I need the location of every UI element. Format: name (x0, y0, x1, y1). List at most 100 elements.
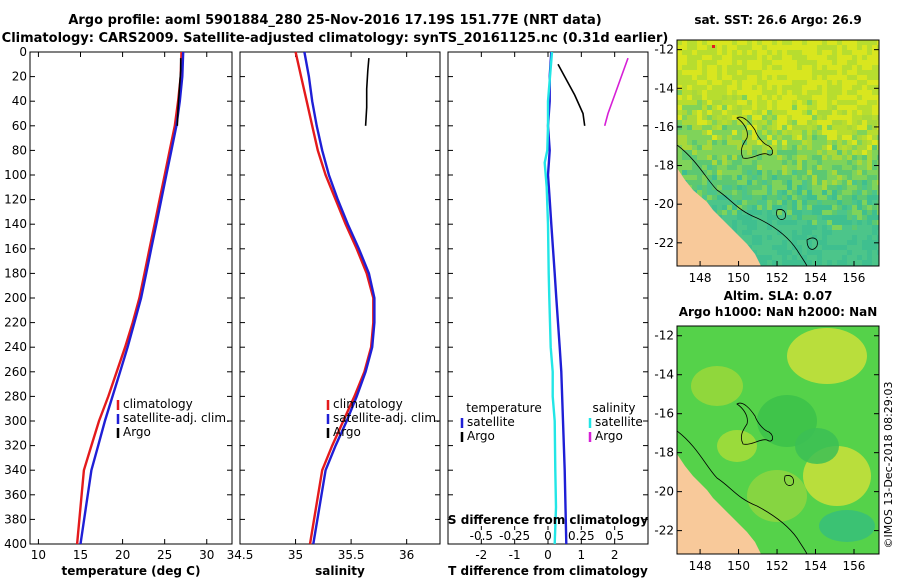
sst-cell (772, 95, 777, 100)
sst-cell (767, 65, 772, 70)
sst-cell (772, 205, 777, 210)
s-diff-tick-label: -0.25 (499, 529, 530, 543)
sst-cell (822, 75, 827, 80)
sst-cell (847, 240, 852, 245)
sla-reef-outline (736, 402, 773, 445)
sst-cell (712, 90, 717, 95)
sst-cell (782, 210, 787, 215)
sst-cell (677, 80, 682, 85)
sst-cell (752, 240, 757, 245)
sst-cell (792, 45, 797, 50)
sst-cell (752, 175, 757, 180)
sst-cell (677, 155, 682, 160)
sst-cell (827, 80, 832, 85)
sst-cell (707, 100, 712, 105)
sst-cell (762, 175, 767, 180)
sst-cell (792, 100, 797, 105)
depth-tick-label: 200 (4, 291, 27, 305)
sst-cell (837, 55, 842, 60)
sst-cell (702, 165, 707, 170)
sst-cell (747, 165, 752, 170)
sst-cell (792, 120, 797, 125)
sst-cell (832, 80, 837, 85)
sst-cell (777, 165, 782, 170)
sst-cell (797, 80, 802, 85)
sst-cell (722, 60, 727, 65)
sst-cell (717, 205, 722, 210)
sst-cell (857, 105, 862, 110)
sst-cell (822, 220, 827, 225)
sst-cell (772, 230, 777, 235)
sst-cell (847, 100, 852, 105)
imos-credit: ©IMOS 13-Dec-2018 08:29:03 (882, 382, 895, 549)
sst-cell (712, 110, 717, 115)
sst-cell (857, 125, 862, 130)
sst-cell (727, 135, 732, 140)
sst-cell (872, 110, 877, 115)
sst-cell (847, 50, 852, 55)
sst-cell (762, 195, 767, 200)
sst-cell (787, 90, 792, 95)
sst-cell (677, 105, 682, 110)
sst-cell (857, 100, 862, 105)
sst-cell (757, 220, 762, 225)
sst-cell (857, 200, 862, 205)
sst-cell (727, 170, 732, 175)
sst-cell (757, 180, 762, 185)
sst-cell (842, 255, 847, 260)
sst-cell (817, 165, 822, 170)
sst-cell (697, 70, 702, 75)
sst-cell (772, 40, 777, 45)
sst-cell (837, 75, 842, 80)
sst-cell (867, 230, 872, 235)
sst-cell (742, 155, 747, 160)
sst-cell (787, 110, 792, 115)
sst-cell (702, 135, 707, 140)
sst-cell (727, 125, 732, 130)
sst-cell (812, 180, 817, 185)
sst-cell (707, 70, 712, 75)
sst-cell (757, 210, 762, 215)
sst-cell (747, 235, 752, 240)
sst-cell (752, 155, 757, 160)
difference-x-tick-label: 2 (611, 548, 619, 562)
sst-cell (867, 200, 872, 205)
sst-cell (877, 170, 879, 175)
sst-cell (787, 115, 792, 120)
sst-cell (747, 210, 752, 215)
sst-cell (852, 215, 857, 220)
sst-cell (712, 140, 717, 145)
sst-cell (872, 45, 877, 50)
sst-cell (822, 245, 827, 250)
sst-cell (772, 90, 777, 95)
sst-cell (852, 50, 857, 55)
sst-cell (837, 215, 842, 220)
sla-lat-label: -20 (654, 485, 674, 499)
sst-cell (872, 170, 877, 175)
sst-cell (872, 250, 877, 255)
sst-cell (767, 145, 772, 150)
sst-lon-label: 150 (727, 271, 750, 285)
sst-cell (832, 200, 837, 205)
sst-cell (842, 165, 847, 170)
sst-cell (842, 90, 847, 95)
sst-cell (777, 80, 782, 85)
sst-cell (822, 175, 827, 180)
sst-cell (847, 105, 852, 110)
sst-cell (807, 70, 812, 75)
sst-cell (707, 60, 712, 65)
sst-cell (707, 190, 712, 195)
sst-cell (832, 160, 837, 165)
sst-cell (787, 245, 792, 250)
sst-cell (832, 110, 837, 115)
sst-cell (742, 235, 747, 240)
sst-cell (702, 175, 707, 180)
sst-cell (822, 165, 827, 170)
sst-cell (767, 240, 772, 245)
sst-cell (787, 125, 792, 130)
sst-cell (822, 60, 827, 65)
sst-cell (687, 165, 692, 170)
sst-cell (782, 115, 787, 120)
sst-cell (742, 110, 747, 115)
sst-lat-label: -22 (654, 236, 674, 250)
